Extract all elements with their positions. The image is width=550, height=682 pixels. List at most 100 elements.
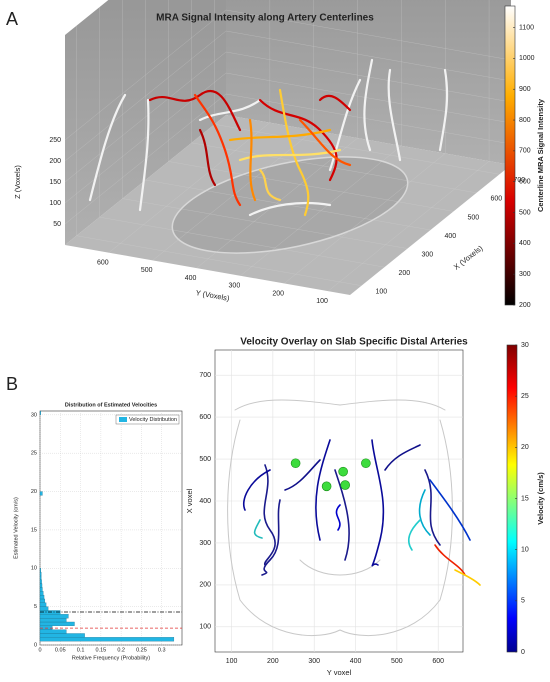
x-tick-label: 400 <box>350 658 362 665</box>
vessel <box>243 469 271 511</box>
marker-point <box>361 458 371 469</box>
bar <box>39 568 41 573</box>
colorbar-tick-label: 300 <box>519 271 531 278</box>
vessel <box>263 464 276 566</box>
y-axis-label: Y (Voxels) <box>195 288 231 303</box>
bar <box>39 629 67 634</box>
y-tick-label: 500 <box>199 456 211 463</box>
grid-line <box>108 0 271 253</box>
bar <box>39 598 46 603</box>
x-tick-label: 0.25 <box>136 647 147 653</box>
bar <box>39 614 69 619</box>
plot-area <box>39 410 183 646</box>
y-axis-label: X voxel <box>185 488 194 513</box>
marker-point <box>338 466 348 477</box>
x-tick-label: 700 <box>514 177 526 184</box>
bar <box>39 606 49 611</box>
vessel <box>384 444 421 471</box>
colorbar-tick-label: 25 <box>521 393 529 400</box>
x-tick-label: 500 <box>468 214 480 221</box>
x-tick-label: 400 <box>445 233 457 240</box>
grid-line <box>240 0 402 276</box>
bar <box>39 633 85 638</box>
vessel <box>434 544 466 576</box>
panel-label: B <box>6 374 18 394</box>
marker-point <box>340 480 351 490</box>
y-tick-label: 700 <box>199 372 211 379</box>
bar <box>39 621 75 626</box>
colorbar-tick-label: 0 <box>521 649 525 656</box>
marker-point <box>321 481 332 492</box>
grid-line <box>152 0 314 261</box>
y-tick-label: 100 <box>199 624 211 631</box>
panel-b-overlay: 100 200 300 400 500 600100200300400500600700V… <box>185 337 545 677</box>
legend-box <box>115 414 180 425</box>
x-tick-label: 200 <box>267 658 279 665</box>
x-tick-label: 0.1 <box>77 647 85 653</box>
bar <box>39 410 41 415</box>
bar <box>39 617 67 623</box>
vessel <box>193 93 242 207</box>
bar <box>39 591 44 596</box>
grid-line <box>122 0 408 249</box>
x-axis-label: Y voxel <box>327 668 352 677</box>
vessel <box>418 489 431 536</box>
y-tick-label: 200 <box>199 582 211 589</box>
vessel-shadow <box>138 98 150 212</box>
z-tick-label: 50 <box>53 221 61 228</box>
vessel <box>278 88 310 217</box>
vessel <box>258 98 338 182</box>
chart-title: MRA Signal Intensity along Artery Center… <box>156 13 374 24</box>
vessel <box>258 168 282 202</box>
vessel <box>335 504 341 531</box>
colorbar-tick-label: 20 <box>521 444 529 451</box>
vessel <box>334 469 350 561</box>
x-tick-label: 100 <box>226 658 238 665</box>
x-axis-label: Relative Frequency (Probability) <box>72 655 150 661</box>
colorbar-label: Velocity (cm/s) <box>536 472 545 525</box>
x-tick-label: 200 <box>399 270 411 277</box>
colorbar-tick-label: 15 <box>521 495 529 502</box>
legend-label: Velocity Distribution <box>129 417 177 423</box>
vessel-shadow <box>248 201 332 217</box>
colorbar-tick-label: 1100 <box>519 24 534 31</box>
y-tick-label: 10 <box>31 566 37 572</box>
vessel <box>298 118 352 167</box>
vessel <box>284 459 321 491</box>
z-axis-label: Z (Voxels) <box>13 165 22 199</box>
colorbar-tick-label: 10 <box>521 547 529 554</box>
y-tick-label: 100 <box>316 298 328 305</box>
x-tick-label: 300 <box>422 251 434 258</box>
grid-line <box>284 0 446 284</box>
bar <box>39 491 43 496</box>
y-tick-label: 25 <box>31 451 37 457</box>
vessel <box>261 499 281 576</box>
panel-label: A <box>6 9 18 29</box>
z-tick-label: 250 <box>49 137 61 144</box>
vessel <box>454 569 481 586</box>
colorbar-label: Centerline MRA Signal Intensity <box>536 98 545 212</box>
chart-title: Velocity Overlay on Slab Specific Distal… <box>240 337 468 348</box>
grid-line <box>64 93 512 225</box>
vessel <box>228 128 332 142</box>
x-tick-label: 300 <box>308 658 320 665</box>
colorbar-tick-label: 800 <box>519 117 531 124</box>
vessel <box>318 94 352 112</box>
vessel <box>253 519 263 539</box>
bar <box>39 579 42 584</box>
vessel <box>408 519 421 551</box>
vessel-shadow <box>438 68 449 152</box>
z-tick-label: 100 <box>49 200 61 207</box>
legend-swatch <box>119 417 127 422</box>
y-axis-label: Estimated Velocity (cm/s) <box>13 497 19 559</box>
vessel-shadow <box>328 78 362 172</box>
vessel <box>424 469 441 546</box>
colorbar-tick-label: 700 <box>519 148 531 155</box>
y-tick-label: 20 <box>31 489 37 495</box>
anatomy-outline <box>339 419 453 637</box>
y-tick-label: 15 <box>31 527 37 533</box>
y-tick-label: 300 <box>199 540 211 547</box>
grid-line <box>168 0 454 212</box>
colorbar-tick-label: 600 <box>519 179 531 186</box>
